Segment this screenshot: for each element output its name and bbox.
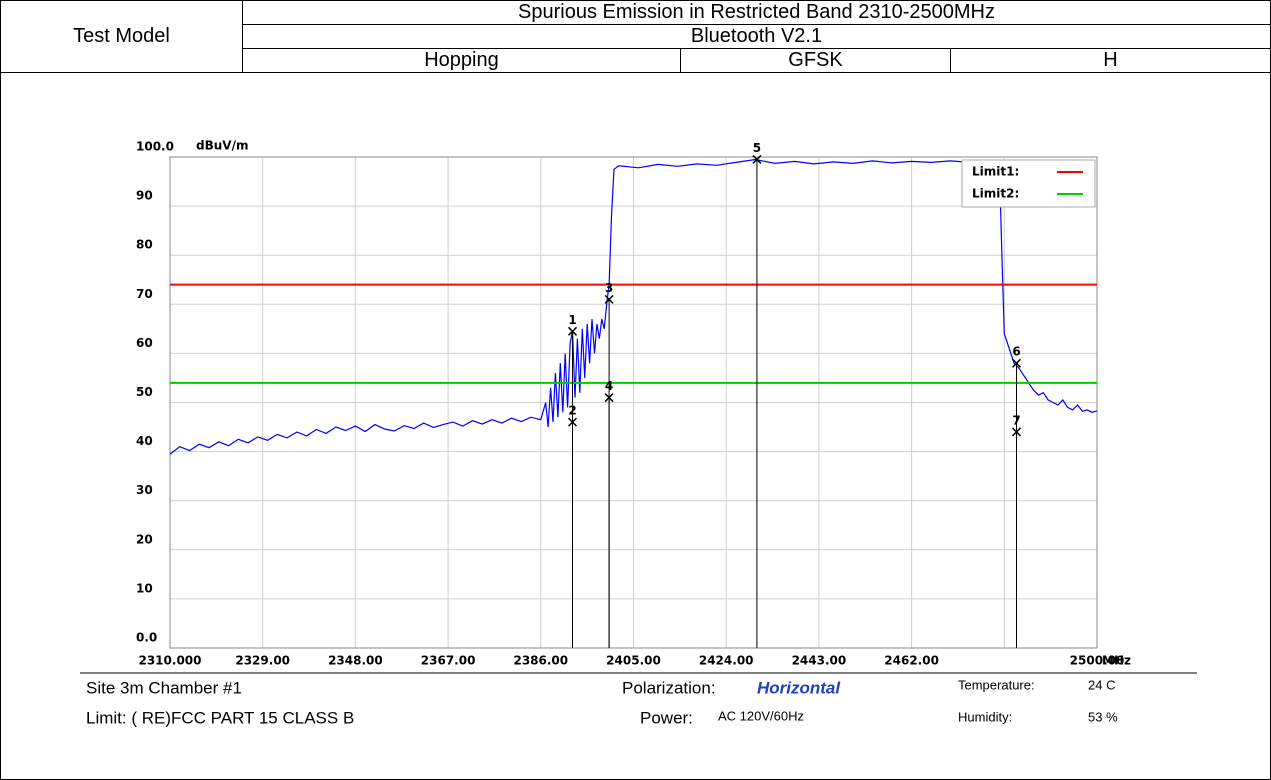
- y-tick-label: 0.0: [136, 631, 157, 645]
- site: Site 3m Chamber #1: [86, 678, 242, 697]
- y-tick-label: 60: [136, 336, 153, 350]
- marker-label: 7: [1012, 413, 1020, 427]
- header-mode: Hopping: [242, 48, 681, 73]
- hum-label: Humidity:: [958, 709, 1012, 724]
- y-tick-label: 10: [136, 581, 153, 595]
- y-tick-label: 40: [136, 434, 153, 448]
- header-sub: Bluetooth V2.1: [242, 24, 1271, 49]
- plot-border: [169, 156, 1098, 649]
- y-unit: dBuV/m: [196, 139, 248, 153]
- y-tick-label: 20: [136, 532, 153, 546]
- marker-label: 4: [605, 379, 613, 393]
- power: AC 120V/60Hz: [718, 708, 804, 723]
- x-tick-label: 2348.00: [328, 654, 383, 668]
- y-tick-label: 50: [136, 385, 153, 399]
- marker-label: 3: [605, 281, 613, 295]
- temp: 24 C: [1088, 677, 1115, 692]
- x-tick-label: 2405.00: [606, 654, 661, 668]
- pol: Horizontal: [757, 678, 841, 697]
- x-unit: MHz: [1102, 654, 1131, 668]
- marker-label: 5: [753, 141, 761, 155]
- x-tick-label: 2386.00: [513, 654, 568, 668]
- legend-box: [961, 159, 1096, 208]
- limit-text: Limit: ( RE)FCC PART 15 CLASS B: [86, 708, 354, 727]
- marker-x: [604, 393, 614, 403]
- x-tick-label: 2500.00: [1070, 654, 1125, 668]
- x-tick-label: 2367.00: [421, 654, 476, 668]
- x-tick-label: 2329.00: [235, 654, 290, 668]
- legend-label: Limit1:: [972, 165, 1019, 179]
- legend-label: Limit2:: [972, 187, 1019, 201]
- marker-x: [1011, 427, 1022, 437]
- marker-x: [604, 294, 614, 304]
- header-ch: H: [950, 48, 1271, 73]
- trace: [169, 158, 1098, 455]
- marker-x: [567, 417, 578, 427]
- hum: 53 %: [1088, 709, 1118, 724]
- x-tick-label: 2443.00: [792, 654, 847, 668]
- header-left: Test Model: [0, 0, 243, 73]
- temp-label: Temperature:: [958, 677, 1035, 692]
- y-tick-label: 100.0: [136, 140, 174, 154]
- marker-x: [752, 154, 762, 164]
- x-tick-label: 2424.00: [699, 654, 754, 668]
- marker-label: 6: [1012, 345, 1020, 359]
- marker-label: 1: [568, 313, 576, 327]
- y-tick-label: 30: [136, 483, 153, 497]
- marker-x: [1011, 358, 1022, 368]
- marker-label: 2: [568, 404, 576, 418]
- y-tick-label: 80: [136, 238, 153, 252]
- x-tick-label: 2462.00: [884, 654, 939, 668]
- header-mod: GFSK: [680, 48, 951, 73]
- power-label: Power:: [640, 708, 693, 727]
- y-tick-label: 70: [136, 287, 153, 301]
- y-tick-label: 90: [136, 189, 153, 203]
- pol-label: Polarization:: [622, 678, 716, 697]
- marker-x: [567, 326, 578, 336]
- x-tick-label: 2310.000: [138, 654, 201, 668]
